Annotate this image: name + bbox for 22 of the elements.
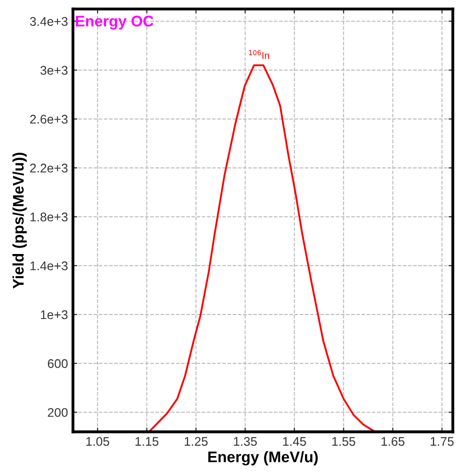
x-axis-title: Energy (MeV/u) — [208, 451, 318, 466]
x-tick-label: 1.45 — [283, 437, 306, 446]
y-tick-label: 1e+3 — [40, 310, 68, 320]
x-tick-label: 1.65 — [382, 437, 404, 446]
x-tick-label: 1.55 — [332, 437, 356, 446]
x-tick-label: 1.15 — [136, 437, 158, 446]
y-tick-label: 2.2e+3 — [30, 164, 68, 173]
y-axis-title: Yield (pps/(MeV/u)) — [12, 152, 27, 289]
y-tick-label: 3.4e+3 — [30, 17, 68, 26]
x-tick-label: 1.05 — [86, 437, 110, 446]
x-tick-label: 1.75 — [430, 437, 454, 446]
y-tick-label: 1.4e+3 — [30, 261, 68, 270]
y-tick-label: 200 — [48, 408, 68, 417]
x-tick-label: 1.35 — [234, 437, 257, 446]
annotation: $^{106}$In — [249, 50, 270, 59]
y-tick-label: 600 — [48, 359, 68, 368]
y-tick-label: 1.8e+3 — [30, 212, 68, 222]
line-series — [149, 64, 374, 432]
chart-title: Energy OC — [76, 16, 154, 30]
y-tick-label: 2.6e+3 — [30, 114, 68, 124]
y-tick-label: 3e+3 — [40, 66, 68, 75]
x-tick-label: 1.25 — [184, 437, 208, 446]
